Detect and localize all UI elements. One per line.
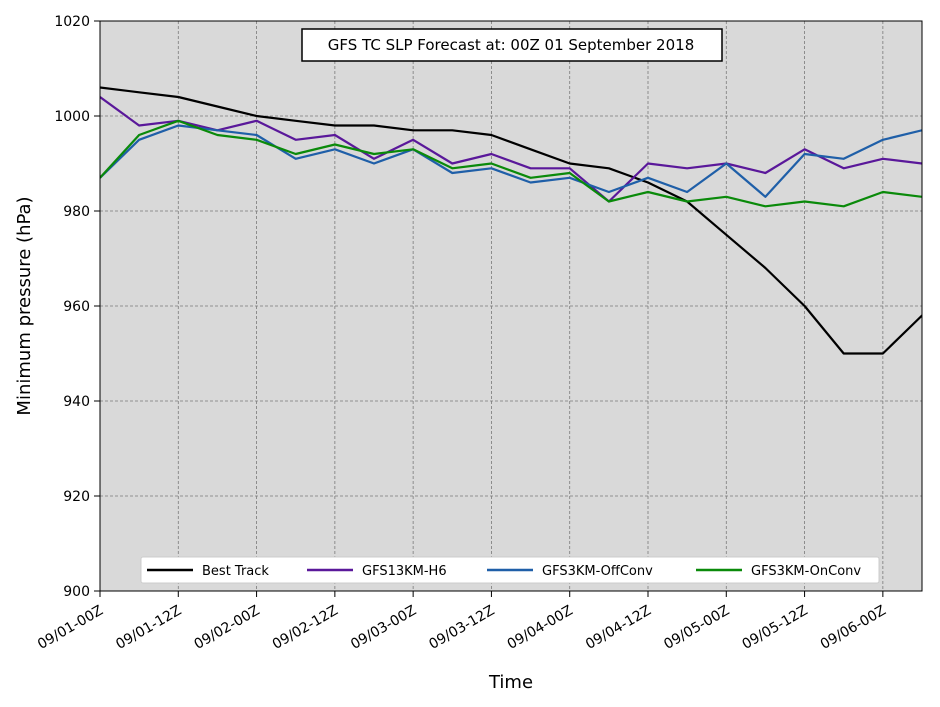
y-tick-label: 920 bbox=[63, 489, 90, 505]
series-line-best-track bbox=[100, 86, 922, 355]
y-tick-label: 1020 bbox=[54, 14, 90, 30]
chart-title-frame bbox=[301, 28, 723, 62]
legend-label: GFS3KM-OffConv bbox=[542, 564, 653, 579]
y-axis: 900 920 940 960 980 1000 1020 bbox=[54, 14, 100, 600]
series-line-gfs3km-offconv bbox=[100, 124, 922, 198]
legend-items: Best Track GFS13KM-H6 GFS3KM-OffConv GFS3KM… bbox=[147, 564, 861, 579]
x-axis-title: Time bbox=[488, 672, 533, 693]
y-tick-label: 960 bbox=[63, 299, 90, 315]
chart-title-box: GFS TC SLP Forecast at: 00Z 01 September… bbox=[301, 28, 723, 62]
legend: Best Track GFS13KM-H6 GFS3KM-OffConv GFS3KM… bbox=[140, 556, 880, 584]
y-tick-label: 980 bbox=[63, 204, 90, 220]
legend-label: GFS3KM-OnConv bbox=[751, 564, 861, 579]
chart-title: GFS TC SLP Forecast at: 00Z 01 September… bbox=[328, 36, 694, 54]
y-tick-label: 1000 bbox=[54, 109, 90, 125]
legend-label: Best Track bbox=[202, 564, 269, 579]
y-tick-label: 900 bbox=[63, 584, 90, 600]
y-axis-title: Minimum pressure (hPa) bbox=[14, 196, 35, 415]
series-layer bbox=[100, 86, 922, 355]
y-tick-label: 940 bbox=[63, 394, 90, 410]
series-line-gfs3km-onconv bbox=[100, 119, 922, 208]
legend-label: GFS13KM-H6 bbox=[362, 564, 447, 579]
